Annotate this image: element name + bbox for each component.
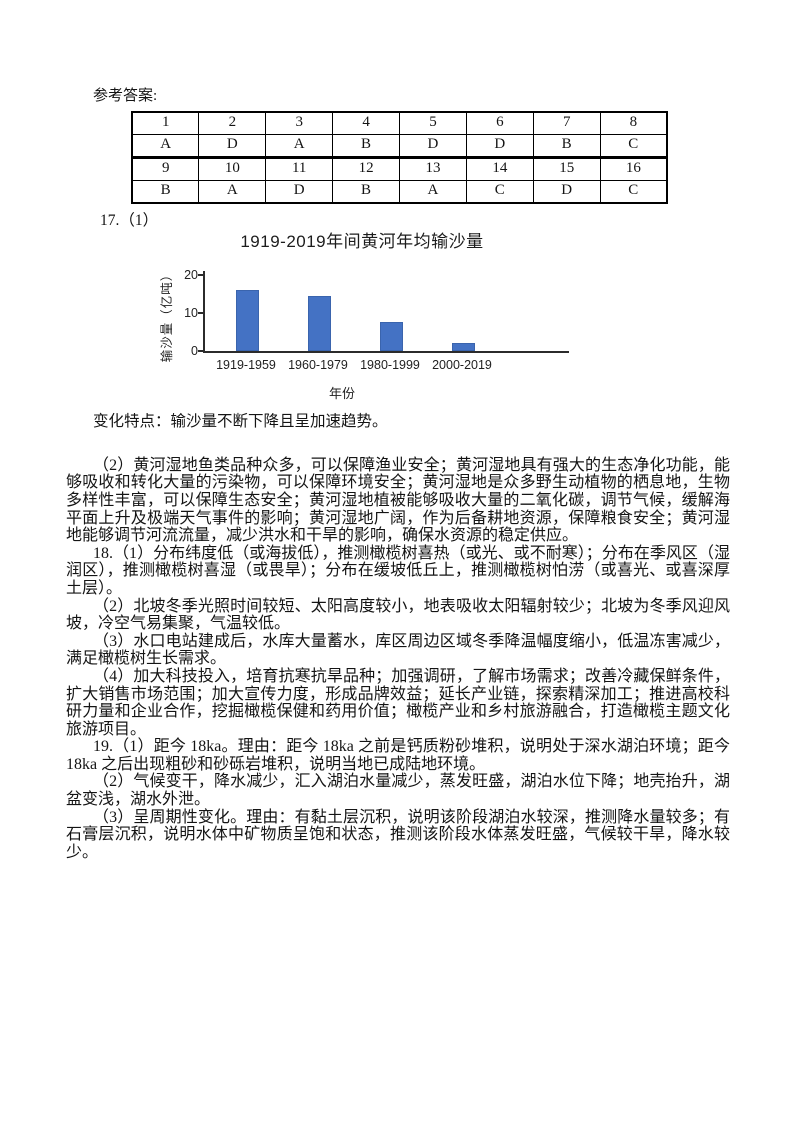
q19-para3: （3）呈周期性变化。理由：有黏土层沉积，说明该阶段湖泊水较深，推测降水量较多；有… xyxy=(66,808,730,861)
answer-cell: B xyxy=(332,133,400,158)
q19-para2: （2）气候变干，降水减少，汇入湖泊水量减少，蒸发旺盛，湖泊水位下降；地壳抬升，湖… xyxy=(66,773,730,809)
chart-plot-area: 0 10 20 xyxy=(184,268,569,358)
answers-heading: 参考答案: xyxy=(93,88,158,104)
chart-y-axis-label: 输沙量（亿吨） xyxy=(160,267,174,363)
y-tick-mark xyxy=(198,350,203,353)
bar-1960-1979 xyxy=(308,296,331,352)
answer-cell: 7 xyxy=(532,111,601,135)
answer-cell: B xyxy=(332,179,400,204)
chart-title: 1919-2019年间黄河年均输沙量 xyxy=(240,232,484,252)
x-tick-label: 1960-1979 xyxy=(288,358,348,373)
answer-cell: B xyxy=(131,179,200,204)
answer-cell: 6 xyxy=(465,111,534,135)
bar-1919-1959 xyxy=(236,290,259,352)
answer-cell: A xyxy=(265,133,334,158)
answer-cell: 8 xyxy=(599,111,668,135)
y-tick-mark xyxy=(198,274,203,277)
answer-cell: 3 xyxy=(265,111,334,135)
answer-cell: D xyxy=(532,179,601,204)
answer-cell: A xyxy=(198,179,267,204)
x-tick-label: 1919-1959 xyxy=(216,358,276,373)
answer-cell: 9 xyxy=(131,155,200,181)
answer-cell: C xyxy=(465,179,534,204)
answer-cell: 12 xyxy=(332,155,400,181)
answer-cell: D xyxy=(399,133,467,158)
answer-cell: D xyxy=(198,133,267,158)
x-tick-label: 2000-2019 xyxy=(432,358,492,373)
answer-table-row: 9 10 11 12 13 14 15 16 xyxy=(131,155,668,181)
answer-cell: 15 xyxy=(532,155,601,181)
answer-cell: 11 xyxy=(265,155,334,181)
answer-cell: 4 xyxy=(332,111,400,135)
answer-cell: 16 xyxy=(599,155,668,181)
answer-cell: D xyxy=(465,133,534,158)
answer-cell: C xyxy=(599,179,668,204)
answer-cell: 13 xyxy=(399,155,467,181)
answer-cell: 1 xyxy=(131,111,200,135)
answer-cell: A xyxy=(399,179,467,204)
answer-cell: 10 xyxy=(198,155,267,181)
q17-change-note: 变化特点：输沙量不断下降且呈加速趋势。 xyxy=(93,413,388,431)
chart-x-tick-labels: 1919-1959 1960-1979 1980-1999 2000-2019 xyxy=(203,357,567,375)
chart-x-axis-label: 年份 xyxy=(328,386,355,402)
q18-para4: （4）加大科技投入，培育抗寒抗旱品种；加强调研，了解市场需求；改善冷藏保鲜条件，… xyxy=(66,667,730,738)
answer-cell: B xyxy=(532,133,601,158)
q17-para2: （2）黄河湿地鱼类品种众多，可以保障渔业安全；黄河湿地具有强大的生态净化功能，能… xyxy=(66,456,730,545)
q18-para2: （2）北坡冬季光照时间较短、太阳高度较小，地表吸收太阳辐射较少；北坡为冬季风迎风… xyxy=(66,597,730,633)
y-tick-label: 0 xyxy=(191,344,198,359)
answer-cell: A xyxy=(131,133,200,158)
q19-para1: 19.（1）距今 18ka。理由：距今 18ka 之前是钙质粉砂堆积，说明处于深… xyxy=(66,738,730,773)
answer-cell: C xyxy=(599,133,668,158)
answer-cell: 14 xyxy=(465,155,534,181)
y-tick-label: 20 xyxy=(184,268,198,283)
sediment-bar-chart: 1919-2019年间黄河年均输沙量 输沙量（亿吨） 0 10 20 1919-19… xyxy=(152,229,632,405)
q18-para1: 18.（1）分布纬度低（或海拔低），推测橄榄树喜热（或光、或不耐寒）；分布在季风… xyxy=(66,544,730,597)
y-tick-mark xyxy=(198,312,203,315)
answer-cell: 5 xyxy=(399,111,467,135)
y-tick-label: 10 xyxy=(184,306,198,321)
x-tick-label: 1980-1999 xyxy=(360,358,420,373)
q18-para3: （3）水口电站建成后，水库大量蓄水，库区周边区域冬季降温幅度缩小，低温冻害减少，… xyxy=(66,632,730,668)
answer-table: 1 2 3 4 5 6 7 8 A D A B D D B C 9 10 11 12 13 14 15 16 B A D B A C D C xyxy=(131,110,668,204)
bar-2000-2019 xyxy=(452,342,475,352)
answer-cell: D xyxy=(265,179,334,204)
bar-1980-1999 xyxy=(380,321,403,352)
answer-cell: 2 xyxy=(198,111,267,135)
q17-label: 17.（1） xyxy=(100,211,159,229)
